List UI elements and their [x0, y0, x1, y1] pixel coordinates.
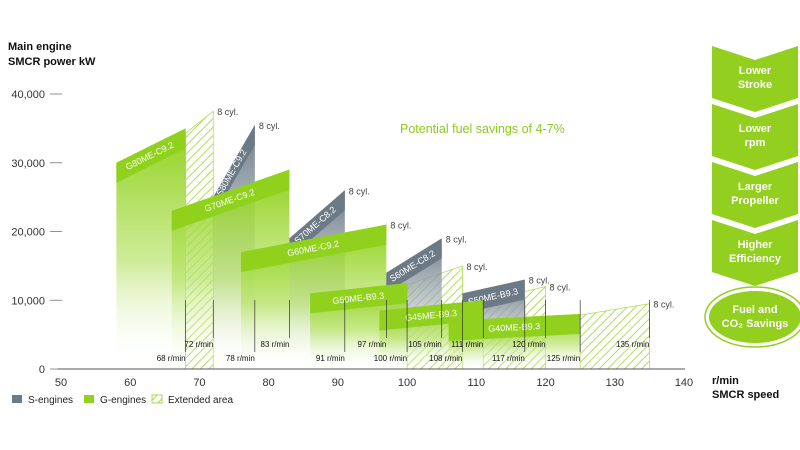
rpm-label-111: 111 r/min — [451, 340, 483, 349]
y-gridlines — [50, 93, 62, 370]
y-axis-title-line2: SMCR power kW — [8, 56, 96, 68]
rpm-label-72: 72 r/min — [184, 340, 213, 349]
benefit-arrow-lower-stroke — [712, 46, 798, 112]
rpm-label-97: 97 r/min — [357, 340, 386, 349]
y-tick-label-0: 0 — [39, 364, 45, 376]
rpm-label-78: 78 r/min — [226, 354, 255, 363]
rpm-label-68: 68 r/min — [157, 354, 186, 363]
rpm-label-83: 83 r/min — [261, 340, 290, 349]
legend-swatch-s-engines — [12, 395, 22, 403]
fuel-savings-annotation: Potential fuel savings of 4-7% — [400, 122, 565, 136]
y-tick-label-30-000: 30,000 — [11, 158, 45, 170]
cyl-label-g40me-b9-3: 8 cyl. — [653, 300, 674, 310]
rpm-label-120: 120 r/min — [512, 340, 545, 349]
x-axis-title-line2: SMCR speed — [712, 389, 779, 401]
x-tick-label-80: 80 — [263, 377, 275, 389]
legend-label-s-engines: S-engines — [28, 395, 73, 406]
benefit-arrow-larger-propeller — [712, 162, 798, 228]
benefit-text-propeller: Propeller — [731, 195, 779, 207]
engine-area-g80me-c9-2 — [116, 128, 186, 369]
engine-label-g40me-b9-3: G40ME-B9.3 — [488, 321, 540, 334]
rpm-label-108: 108 r/min — [429, 354, 462, 363]
benefit-text-rpm: rpm — [745, 137, 766, 149]
rpm-label-135: 135 r/min — [616, 340, 649, 349]
x-axis-title-line1: r/min — [712, 375, 739, 387]
engine-areas: G80ME-C9.28 cyl.S80ME-C9.28 cyl.G70ME-C9… — [116, 107, 674, 370]
engine-band-s60me-c8-2 — [386, 238, 442, 293]
cyl-label-s50me-b9-3: 8 cyl. — [529, 276, 550, 286]
x-tick-label-50: 50 — [55, 377, 67, 389]
savings-ellipse-outline — [704, 286, 800, 348]
x-tick-label-140: 140 — [675, 377, 693, 389]
rpm-label-91: 91 r/min — [316, 354, 345, 363]
rpm-label-100: 100 r/min — [374, 354, 407, 363]
extended-area-g40me-b9-3 — [579, 303, 650, 370]
x-tick-label-110: 110 — [468, 377, 486, 389]
x-tick-label-130: 130 — [606, 377, 624, 389]
legend: S-engines G-engines Extended area — [12, 394, 233, 406]
engine-band-g40me-b9-3 — [448, 314, 581, 341]
y-tick-label-10-000: 10,000 — [11, 295, 45, 307]
cyl-label-s80me-c9-2: 8 cyl. — [259, 121, 280, 131]
engine-band-g80me-c9-2 — [116, 128, 186, 183]
cyl-label-g45me-b9-3: 8 cyl. — [550, 283, 571, 293]
cyl-label-g50me-b9-3: 8 cyl. — [466, 262, 487, 272]
savings-ellipse — [707, 289, 800, 345]
benefit-text-larger: Larger — [738, 181, 773, 193]
benefit-text-higher: Higher — [738, 239, 774, 251]
legend-swatch-extended-area — [151, 394, 163, 404]
legend-label-g-engines: G-engines — [100, 395, 146, 406]
engine-band-g45me-b9-3 — [379, 300, 484, 331]
cyl-label-s70me-c8-2: 8 cyl. — [349, 186, 370, 196]
benefit-arrows: Lower Stroke Lower rpm Larger Propeller Higher… — [712, 46, 798, 286]
engine-band-g50me-b9-3 — [310, 283, 408, 314]
benefit-arrow-higher-efficiency — [712, 220, 798, 286]
benefit-text-lower: Lower — [739, 123, 772, 135]
x-tick-label-60: 60 — [124, 377, 136, 389]
y-tick-label-40-000: 40,000 — [11, 89, 45, 101]
cyl-label-g60me-c9-2: 8 cyl. — [390, 221, 411, 231]
axes: 0 10,000 20,000 30,000 40,000 50 60 70 80 90 100 11… — [11, 89, 693, 389]
fuel-co2-savings-badge: Fuel and CO₂ Savings — [704, 286, 800, 348]
benefit-arrow-lower-rpm — [712, 104, 798, 170]
rpm-labels: 68 r/min 72 r/min 78 r/min 83 r/min 91 r/min… — [157, 300, 650, 363]
y-axis-title-line1: Main engine — [8, 41, 72, 53]
rpm-label-125: 125 r/min — [547, 354, 580, 363]
benefit-text-lower: Lower — [739, 65, 772, 77]
rpm-label-105: 105 r/min — [408, 340, 441, 349]
savings-text-line1: Fuel and — [732, 304, 777, 316]
cyl-label-s60me-c8-2: 8 cyl. — [446, 234, 467, 244]
benefit-text-stroke: Stroke — [738, 79, 772, 91]
x-tick-label-100: 100 — [398, 377, 416, 389]
legend-swatch-g-engines — [84, 395, 94, 403]
x-tick-label-90: 90 — [332, 377, 344, 389]
savings-text-line2: CO₂ Savings — [722, 318, 789, 330]
cyl-label-g80me-c9-2: 8 cyl. — [217, 107, 238, 117]
legend-label-extended-area: Extended area — [168, 395, 233, 406]
x-tick-label-120: 120 — [536, 377, 554, 389]
engine-band-g70me-c9-2 — [171, 169, 290, 231]
engine-band-g60me-c9-2 — [240, 224, 387, 273]
rpm-label-117: 117 r/min — [492, 354, 525, 363]
benefit-text-efficiency: Efficiency — [729, 253, 782, 265]
y-tick-label-20-000: 20,000 — [11, 227, 45, 239]
x-tick-label-70: 70 — [193, 377, 205, 389]
